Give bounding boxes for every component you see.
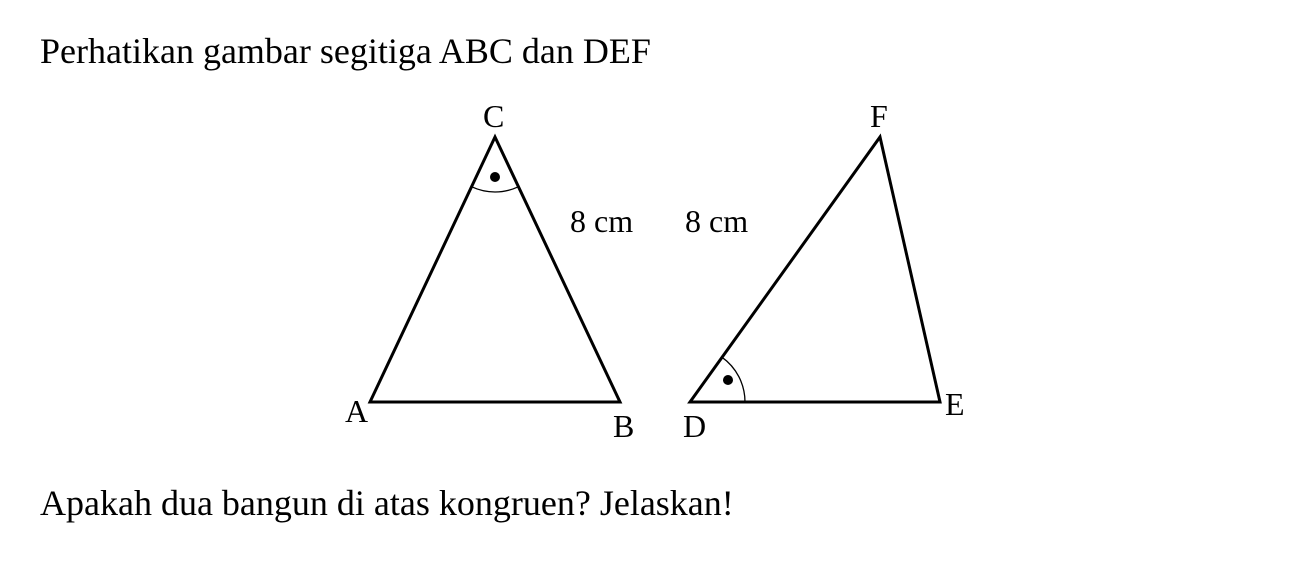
svg-text:F: F: [870, 98, 888, 134]
svg-text:A: A: [345, 393, 368, 429]
svg-text:E: E: [945, 386, 965, 422]
svg-text:C: C: [483, 98, 504, 134]
geometry-figure: A B C 8 cm D E F 8 cm: [200, 82, 1100, 472]
svg-text:8 cm: 8 cm: [685, 203, 748, 239]
svg-text:B: B: [613, 408, 634, 444]
svg-text:8 cm: 8 cm: [570, 203, 633, 239]
figure-container: A B C 8 cm D E F 8 cm: [40, 82, 1260, 472]
svg-text:D: D: [683, 408, 706, 444]
question-text: Apakah dua bangun di atas kongruen? Jela…: [40, 482, 1260, 524]
heading-text: Perhatikan gambar segitiga ABC dan DEF: [40, 30, 1260, 72]
